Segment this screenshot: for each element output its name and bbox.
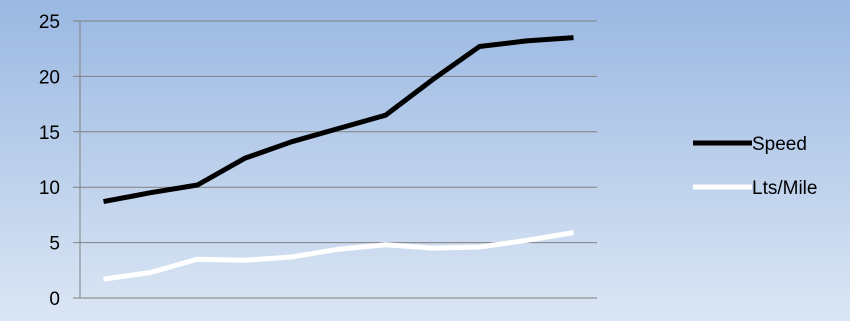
y-tick-label: 0 <box>49 289 60 310</box>
legend: Speed Lts/Mile <box>693 134 817 199</box>
series-lines <box>103 35 574 282</box>
y-tick-label: 10 <box>39 178 60 199</box>
legend-label-speed: Speed <box>752 134 807 155</box>
y-tick-label: 20 <box>39 67 60 88</box>
y-tick-label: 5 <box>49 234 60 255</box>
series-line-speed <box>103 35 574 205</box>
y-tick-label: 15 <box>39 123 60 144</box>
legend-label-lts-mile: Lts/Mile <box>752 178 817 199</box>
series-line-lts-mile <box>103 230 574 282</box>
gridlines <box>73 20 597 299</box>
y-tick-label: 25 <box>39 12 60 33</box>
y-tick-labels: 0 5 10 15 20 25 <box>39 12 60 310</box>
